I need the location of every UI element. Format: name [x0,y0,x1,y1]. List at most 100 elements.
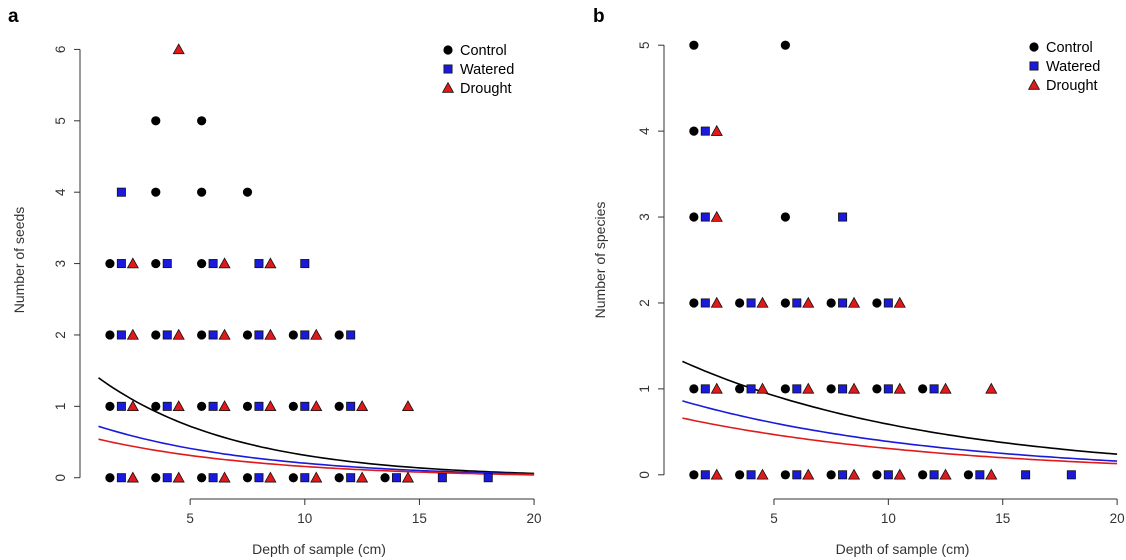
panel-a-point-watered [254,259,264,269]
panel-b-point-watered [746,470,756,480]
panel-b-point-watered [746,384,756,394]
panel-a-point-drought [172,400,185,412]
panel-b-x-axis-title: Depth of sample (cm) [836,541,970,557]
panel-a-y-tick-label: 0 [53,474,68,482]
panel-a-point-drought [264,400,277,412]
panel-a-point-control [105,473,115,483]
panel-a-point-control [151,330,161,340]
panel-b-point-control [735,470,745,480]
panel-a-point-watered [208,330,218,340]
panel-b-legend: Control Watered Drought [1027,40,1100,94]
panel-a-point-control [197,330,207,340]
panel-b-point-watered [792,298,802,308]
panel-b-legend-marker-watered [1029,61,1039,71]
panel-a-point-drought [264,471,277,483]
panel-a-point-drought [126,328,139,340]
panel-b-point-watered [883,298,893,308]
panel-b-point-control [689,212,699,222]
panel-a-point-watered [162,330,172,340]
panel-a-y-tick-label: 6 [53,46,68,54]
panel-a-point-drought [172,43,185,55]
panel-a-y-axis-title: Number of seeds [11,207,27,314]
panel-a-point-watered [116,330,126,340]
panel-b-point-control [780,470,790,480]
panel-a-point-drought [218,400,231,412]
panel-a-point-drought [126,400,139,412]
panel-b-point-control [780,40,790,50]
panel-a-point-control [197,187,207,197]
panel-b-point-control [689,126,699,136]
panel-b-letter: b [593,6,605,27]
panel-b-point-watered [700,126,710,136]
panel-a-y-tick-label: 4 [53,188,68,196]
panel-a-legend-label-watered: Watered [460,62,514,78]
panel-b-legend-label-control: Control [1046,40,1093,56]
panel-a-point-drought [264,328,277,340]
panel-b-point-drought [802,382,815,394]
panel-a-point-watered [483,473,493,483]
panel-a-point-watered [300,401,310,411]
panel-a-point-control [242,473,253,483]
panel-a-x-tick-label: 10 [297,511,312,526]
panel-a-x-tick-label: 15 [412,511,427,526]
panel-a-point-control [151,401,161,411]
panel-a-point-control [242,330,253,340]
panel-a-legend: Control Watered Drought [441,43,514,97]
panel-b-point-watered [975,470,985,480]
panel-b-point-drought [985,382,998,394]
panel-a-point-drought [172,471,185,483]
panel-a-point-control [334,401,344,411]
panel-b-point-drought [985,468,998,480]
panel-a-point-watered [116,187,126,197]
panel-a-x-tick-label: 5 [186,511,194,526]
panel-b-point-drought [939,382,952,394]
panel-a-y-tick-label: 2 [53,331,68,339]
panel-b-point-control [735,384,745,394]
panel-b-point-drought [802,468,815,480]
panel-a-point-watered [346,401,356,411]
panel-b-point-drought [847,468,861,480]
panel-a-point-control [197,473,207,483]
panel-a-point-watered [392,473,402,483]
panel-b-point-watered [792,470,802,480]
panel-a-point-watered [208,259,218,269]
panel-b-point-watered [1021,470,1031,480]
panel-b-point-control [735,298,745,308]
panel-b-fit-curve-control [682,360,1118,455]
panel-b-y-tick-label: 3 [637,213,652,221]
panel-a-point-drought [172,328,185,340]
panel-a-point-watered [300,473,310,483]
panel-b-point-drought [710,468,723,480]
panel-a-point-watered [116,473,126,483]
panel-b-point-control [872,384,882,394]
panel-a-point-drought [218,257,231,269]
panel-b-point-control [689,298,699,308]
panel-a-point-watered [208,473,218,483]
panel-a-fit-curve-watered [98,425,535,475]
panel-b-y-tick-label: 4 [637,127,652,135]
panel-b-point-drought [939,468,952,480]
panel-b-point-watered [700,298,710,308]
panel-b-point-drought [756,468,769,480]
panel-b-point-control [918,384,928,394]
panel-b-x-tick-label: 5 [770,511,778,526]
panel-a-point-drought [356,400,369,412]
panel-b-point-watered [838,212,848,222]
panel-a-legend-label-control: Control [460,43,507,59]
panel-b-chart: b 5 10 15 20 0 1 2 3 4 5 Depth of sample (cm) Numbe… [592,6,1125,557]
panel-b-legend-marker-control [1029,42,1039,52]
panel-b-point-control [689,40,699,50]
panel-a-point-watered [254,330,264,340]
panel-a-point-drought [126,471,139,483]
panel-b-point-control [780,384,790,394]
panel-a-x-axis-title: Depth of sample (cm) [252,541,386,557]
panel-b-point-drought [847,382,861,394]
panel-a-y-tick-label: 3 [53,260,68,268]
panel-a-point-control [334,473,344,483]
panel-b-x-tick-label: 15 [995,511,1010,526]
panel-b-point-control [689,384,699,394]
panel-a-point-drought [356,471,369,483]
panel-b-fit-curve-drought [682,417,1118,465]
panel-a-point-drought [401,400,415,412]
